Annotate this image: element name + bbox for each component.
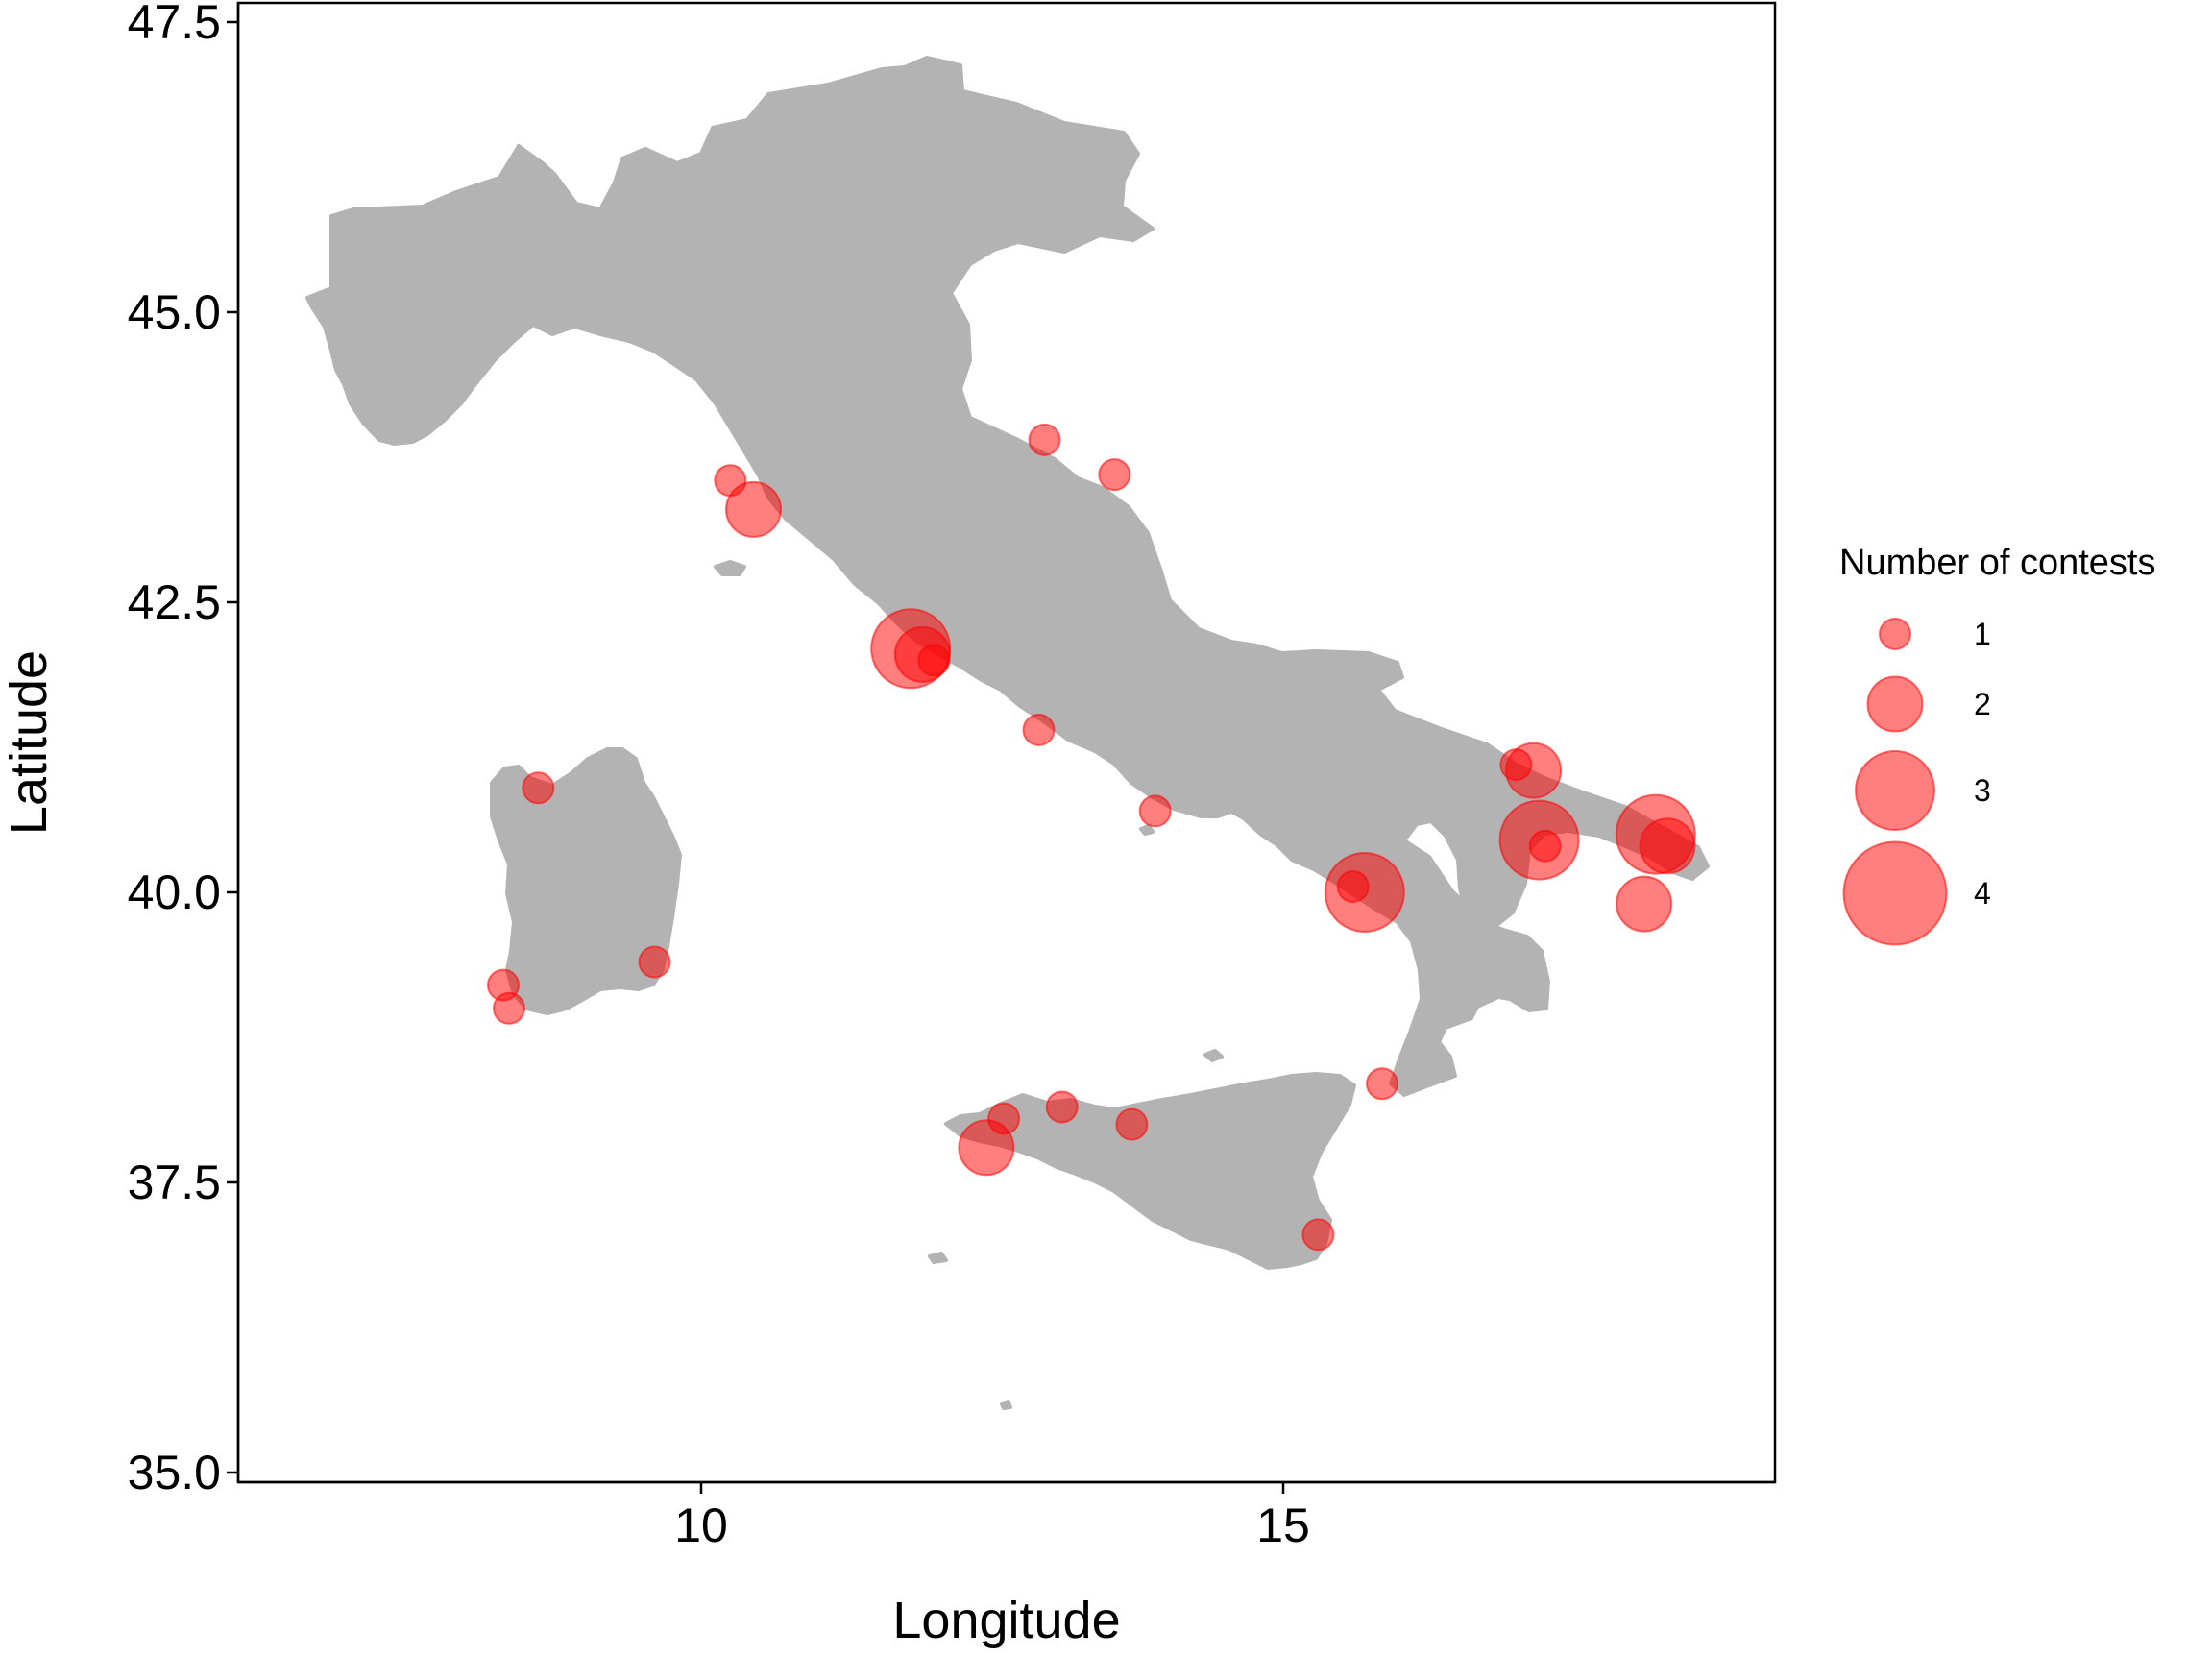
legend-entry-label: 2 [1974, 687, 1991, 721]
legend-title: Number of contests [1839, 543, 2155, 583]
contest-point [1301, 1218, 1335, 1252]
pantelleria-island-land [1000, 1400, 1012, 1410]
legend-key-circle [1879, 618, 1911, 650]
contest-point [1505, 742, 1563, 799]
contest-point [638, 945, 671, 979]
x-tick-label: 15 [1256, 1498, 1310, 1552]
y-tick-label: 45.0 [128, 285, 221, 339]
contest-point [725, 480, 782, 538]
contest-point [1045, 1090, 1079, 1124]
contest-point [1336, 870, 1370, 903]
y-axis-title: Latitude [0, 650, 58, 835]
legend-key-circle [1855, 750, 1935, 831]
legend: Number of contests 1 2 3 4 [1839, 543, 2155, 946]
contest-point [1528, 829, 1562, 863]
land-masses [305, 56, 1710, 1410]
contest-points [487, 423, 1696, 1252]
y-tick-label: 42.5 [128, 575, 221, 629]
x-axis: 10 15 [238, 1480, 1775, 1552]
legend-entry-label: 1 [1974, 617, 1991, 651]
y-tick-label: 47.5 [128, 0, 221, 49]
contest-point [1098, 458, 1131, 492]
contest-point [958, 1119, 1015, 1177]
contest-point [1366, 1067, 1398, 1101]
x-tick-label: 10 [674, 1498, 728, 1552]
lampedusa-island-land [928, 1252, 948, 1264]
contest-point [917, 644, 951, 677]
contest-point [1616, 875, 1673, 933]
contest-point [1138, 794, 1172, 828]
y-tick-label: 40.0 [128, 865, 221, 919]
legend-key-circle [1866, 675, 1924, 733]
plot-panel [236, 1, 1777, 1484]
legend-entry-label: 3 [1974, 773, 1991, 808]
contest-point [522, 771, 555, 805]
contest-point [1028, 423, 1061, 456]
x-axis-title: Longitude [892, 1592, 1120, 1649]
contest-point [493, 991, 525, 1025]
y-tick-label: 35.0 [128, 1446, 221, 1499]
contest-point [1115, 1107, 1149, 1141]
contest-point [1022, 713, 1056, 746]
ischia-island-land [1139, 824, 1155, 836]
legend-key-circle [1842, 840, 1948, 946]
legend-entry-label: 4 [1974, 876, 1991, 911]
y-tick-label: 37.5 [128, 1156, 221, 1209]
y-axis: 35.0 37.5 40.0 42.5 45.0 47.5 [128, 0, 240, 1499]
lipari-islands-land [1203, 1049, 1224, 1062]
sicily-land [944, 1072, 1356, 1270]
elba-island-land [714, 560, 746, 576]
contest-point [1639, 817, 1696, 875]
